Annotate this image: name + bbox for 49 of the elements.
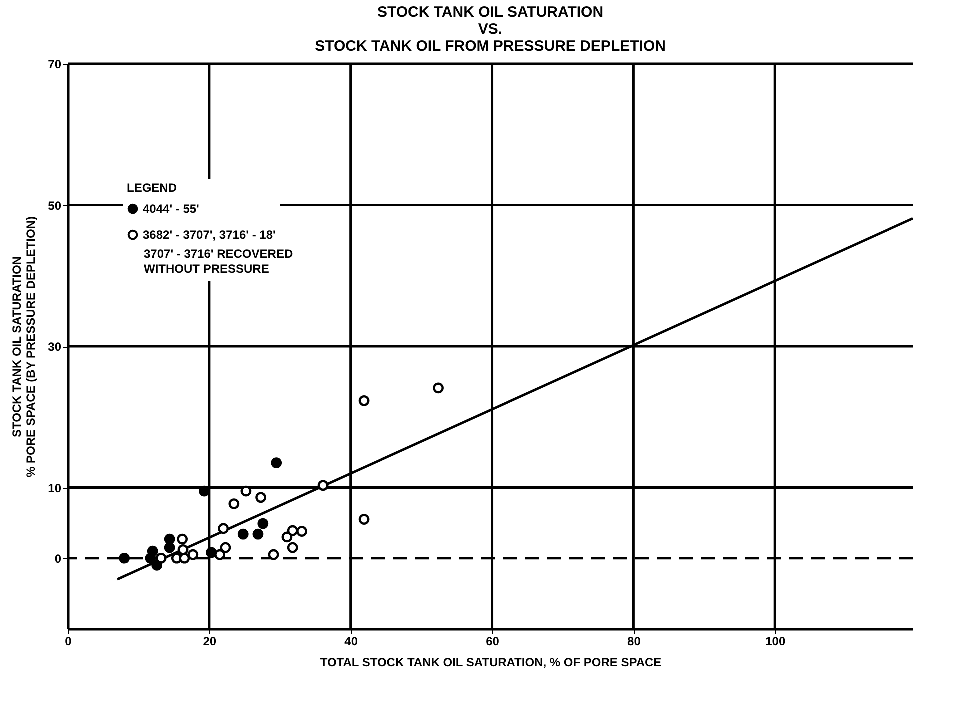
- point: [119, 552, 130, 564]
- x-tick-label: 20: [203, 634, 217, 648]
- point: [199, 486, 210, 497]
- point: [296, 526, 308, 537]
- y-tick-label: 70: [48, 58, 62, 72]
- point: [164, 534, 176, 545]
- point: [228, 498, 240, 510]
- point: [179, 552, 190, 564]
- point: [164, 542, 176, 554]
- point: [318, 480, 329, 492]
- point: [358, 395, 370, 406]
- point: [238, 528, 249, 540]
- x-axis-title: TOTAL STOCK TANK OIL SATURATION, % OF PORE SPACE: [320, 656, 662, 670]
- point: [282, 532, 293, 543]
- y-axis-title: STOCK TANK OIL SATURATION % PORE SPACE (BY PRESSURE DEPLETION): [10, 216, 38, 478]
- point: [206, 547, 217, 558]
- point: [220, 542, 232, 554]
- y-tick-label: 50: [48, 198, 62, 213]
- point: [240, 486, 252, 497]
- x-tick-label: 80: [628, 634, 642, 648]
- annotation: 3707' - 3716' RECOVERED WITHOUT PRESSURE: [144, 247, 294, 276]
- point: [152, 560, 163, 571]
- point: [252, 528, 264, 540]
- point: [156, 552, 167, 564]
- point: [287, 525, 298, 536]
- point: [287, 542, 298, 554]
- x-tick-label: 40: [344, 634, 358, 648]
- point: [145, 552, 156, 564]
- point: [256, 492, 266, 504]
- y-tick-label: 30: [48, 340, 62, 354]
- point: [177, 534, 188, 545]
- point: [258, 518, 269, 530]
- point: [268, 549, 280, 560]
- x-tick-label: 100: [766, 634, 786, 648]
- legend-title: LEGEND: [127, 181, 178, 195]
- point: [178, 544, 189, 556]
- y-tick-label: 10: [48, 481, 62, 496]
- point: [433, 382, 444, 394]
- point: [218, 523, 229, 534]
- x-tick-label: 0: [65, 634, 72, 648]
- chart-title: STOCK TANK OIL SATURATION VS. STOCK TANK OIL FROM PRESSURE DEPLETION: [315, 4, 666, 55]
- point: [188, 549, 199, 560]
- x-tick-label: 60: [486, 634, 500, 648]
- point: [271, 458, 282, 468]
- legend-label: 3682' - 3707', 3716' - 18': [143, 228, 276, 242]
- y-tick-label: 0: [54, 552, 62, 566]
- legend-label: 4044' - 55': [143, 202, 200, 216]
- point: [358, 514, 370, 525]
- point: [214, 549, 226, 560]
